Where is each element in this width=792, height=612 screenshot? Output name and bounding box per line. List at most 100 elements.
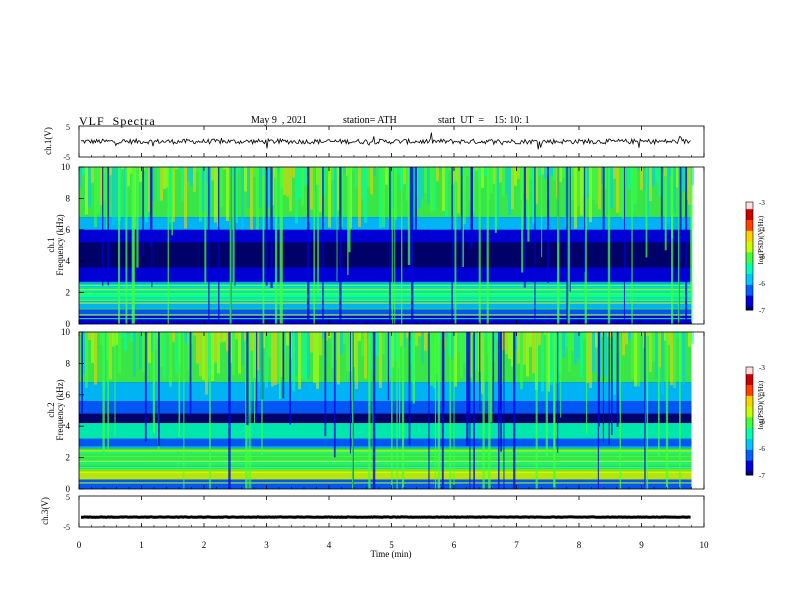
spectrogram-texture bbox=[223, 332, 226, 342]
colorbar-step bbox=[746, 386, 753, 390]
spectrogram-texture bbox=[493, 167, 496, 184]
colorbar-step bbox=[746, 304, 753, 307]
spectrogram-texture bbox=[151, 167, 154, 203]
sferic-streak bbox=[171, 167, 173, 236]
spectrogram-texture bbox=[274, 332, 277, 385]
spectrogram-texture bbox=[277, 167, 280, 172]
ytick-label: 8 bbox=[66, 193, 71, 203]
spectrogram-texture bbox=[310, 167, 313, 210]
spectrogram-texture bbox=[217, 332, 220, 374]
spectrogram-texture bbox=[463, 167, 466, 225]
sferic-streak bbox=[558, 167, 560, 324]
spectrogram-texture bbox=[286, 332, 289, 346]
spectrogram-texture bbox=[235, 167, 238, 223]
spectrogram-texture bbox=[88, 167, 91, 208]
ch1-spec-ylabel-2: Frequency (kHz) bbox=[55, 214, 65, 275]
spectrogram-texture bbox=[643, 167, 646, 191]
sferic-streak bbox=[410, 167, 414, 324]
colorbar-step bbox=[746, 227, 753, 230]
spectrogram-texture bbox=[544, 167, 547, 179]
spectrogram-texture bbox=[139, 332, 142, 371]
sferic-streak bbox=[691, 167, 693, 324]
spectrogram-texture bbox=[262, 332, 265, 349]
sferic-streak bbox=[246, 332, 249, 426]
spectrogram-texture bbox=[343, 332, 346, 344]
colorbar-step bbox=[746, 275, 753, 279]
spectrogram-texture bbox=[400, 332, 403, 347]
sferic-streak bbox=[607, 167, 611, 324]
sferic-streak bbox=[102, 167, 104, 286]
spectrogram-texture bbox=[220, 167, 223, 208]
spectrogram-texture bbox=[613, 332, 616, 395]
spectrogram-texture bbox=[430, 167, 433, 212]
colorbar-step bbox=[746, 451, 753, 454]
spectrogram-texture bbox=[403, 167, 406, 185]
sferic-streak bbox=[611, 332, 613, 435]
spectrogram-line bbox=[79, 466, 692, 468]
spectrogram-texture bbox=[688, 167, 691, 205]
colorbar-frame bbox=[745, 366, 754, 476]
spectrogram-texture bbox=[184, 167, 187, 229]
spectrogram-texture bbox=[175, 332, 178, 374]
spectrogram-texture bbox=[655, 167, 658, 183]
colorbar-step bbox=[746, 471, 753, 474]
spectrogram-texture bbox=[409, 332, 412, 364]
spectrogram-texture bbox=[211, 332, 214, 381]
colorbar-step bbox=[746, 390, 753, 393]
spectrogram-texture bbox=[637, 332, 640, 387]
spectrogram-texture bbox=[115, 332, 118, 346]
ytick-label: 2 bbox=[66, 288, 71, 298]
spectrogram-texture bbox=[343, 167, 346, 175]
spectrogram-texture bbox=[361, 167, 364, 200]
ch3-waveform-panel: ch.3(V) 5 -5 bbox=[40, 493, 705, 532]
sferic-streak bbox=[248, 332, 250, 489]
spectrogram-texture bbox=[82, 332, 85, 375]
sferic-streak bbox=[232, 167, 235, 288]
spectrogram-texture bbox=[319, 167, 322, 213]
ch3-trace bbox=[81, 515, 691, 519]
spectrogram-texture bbox=[418, 332, 421, 337]
spectrogram-texture bbox=[457, 332, 460, 352]
spectrogram-texture bbox=[424, 167, 427, 193]
colorbar-step bbox=[746, 428, 753, 431]
spectrogram-texture bbox=[592, 167, 595, 200]
spectrogram-texture bbox=[100, 332, 103, 345]
spectrogram-texture bbox=[331, 167, 334, 181]
sferic-streak bbox=[645, 167, 648, 258]
spectrogram-texture bbox=[211, 167, 214, 181]
colorbar-step bbox=[746, 426, 753, 429]
sferic-streak bbox=[657, 332, 660, 457]
spectrogram-texture bbox=[646, 167, 649, 219]
spectrogram-texture bbox=[562, 332, 565, 358]
sferic-streak bbox=[479, 332, 481, 412]
colorbar-step bbox=[746, 404, 753, 408]
spectrogram-texture bbox=[583, 332, 586, 340]
spectrogram-texture bbox=[223, 167, 226, 170]
spectrogram-texture bbox=[514, 332, 517, 351]
sferic-streak bbox=[253, 332, 256, 424]
spectrogram-texture bbox=[595, 167, 598, 204]
colorbar-step bbox=[746, 283, 753, 286]
spectrogram-texture bbox=[598, 167, 601, 210]
ch3-ytick-bottom: -5 bbox=[63, 523, 70, 532]
spectrogram-texture bbox=[97, 332, 100, 334]
spectrogram-texture bbox=[469, 332, 472, 378]
sferic-streak bbox=[454, 167, 457, 324]
spectrogram-line bbox=[79, 298, 692, 300]
spectrogram-texture bbox=[214, 167, 217, 223]
sferic-streak bbox=[132, 167, 135, 324]
spectrogram-texture bbox=[394, 332, 397, 361]
colorbar-step bbox=[746, 433, 753, 436]
colorbar-step bbox=[746, 448, 753, 451]
spectrogram-texture bbox=[520, 332, 523, 390]
spectrogram-line bbox=[79, 452, 692, 454]
spectrogram-texture bbox=[205, 332, 208, 395]
spectrogram-texture bbox=[673, 167, 676, 214]
start-ut-label: start UT = 15: 10: 1 bbox=[438, 115, 530, 126]
spectrogram-texture bbox=[661, 332, 664, 394]
ch2-spec-ylabel-1: ch.2 bbox=[46, 402, 56, 417]
sferic-streak bbox=[482, 332, 485, 489]
spectrogram-texture bbox=[394, 167, 397, 220]
spectrogram-line bbox=[79, 466, 692, 468]
colorbar-step bbox=[746, 256, 753, 259]
